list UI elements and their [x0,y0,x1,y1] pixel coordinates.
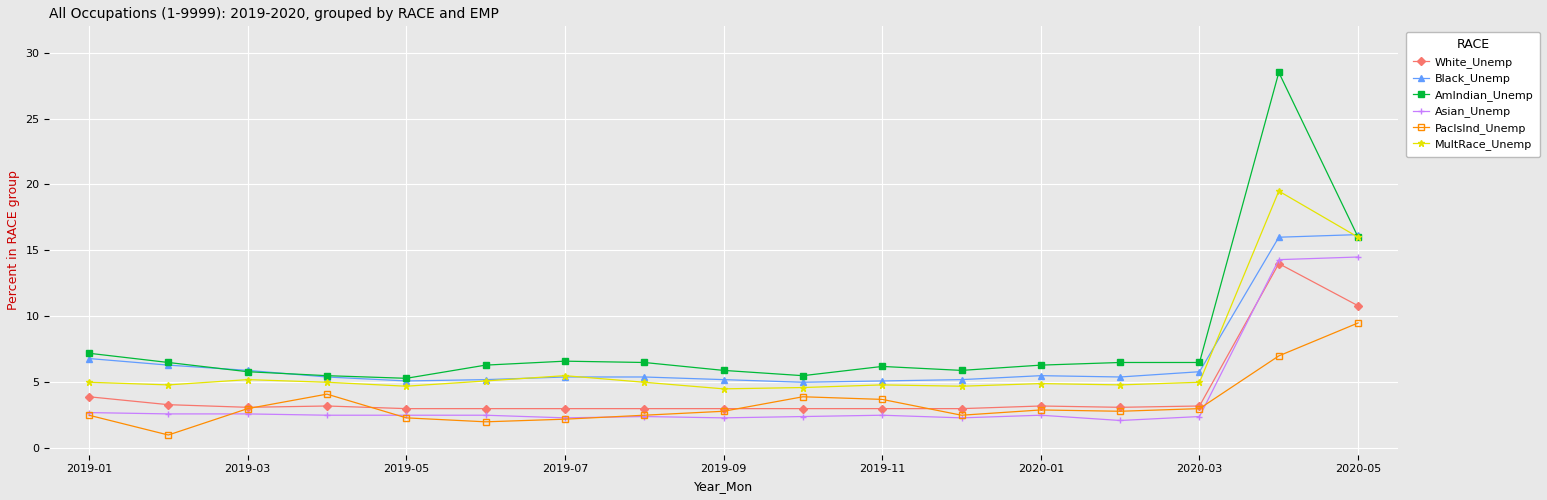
Y-axis label: Percent in RACE group: Percent in RACE group [6,170,20,310]
X-axis label: Year_Mon: Year_Mon [695,480,753,493]
Legend: White_Unemp, Black_Unemp, AmIndian_Unemp, Asian_Unemp, PacIsInd_Unemp, MultRace_: White_Unemp, Black_Unemp, AmIndian_Unemp… [1406,32,1541,157]
Text: All Occupations (1-9999): 2019-2020, grouped by RACE and EMP: All Occupations (1-9999): 2019-2020, gro… [50,7,500,21]
